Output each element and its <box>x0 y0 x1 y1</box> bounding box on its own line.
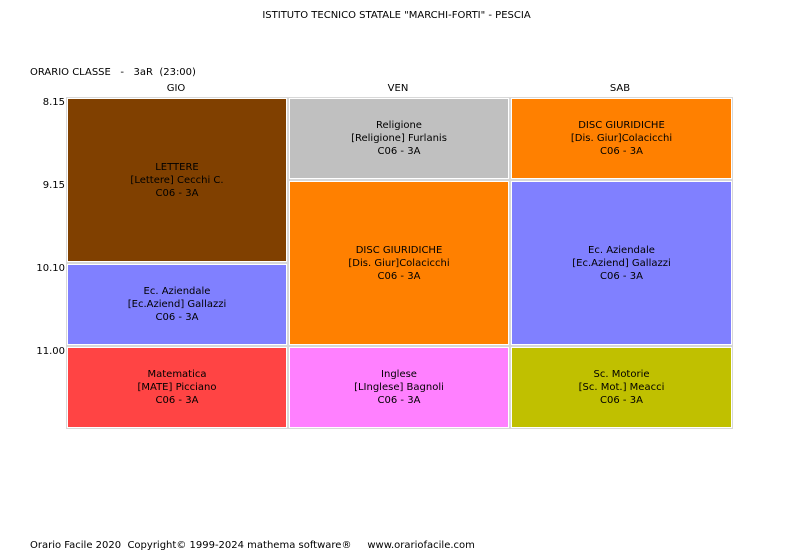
room-label: C06 - 3A <box>600 270 643 282</box>
subject-label: DISC GIURIDICHE <box>355 244 443 256</box>
lesson-cell-ven-inglese[interactable]: Inglese [LInglese] Bagnoli C06 - 3A <box>288 346 510 429</box>
teacher-label: [Lettere] Cecchi C. <box>130 174 224 186</box>
room-label: C06 - 3A <box>600 146 643 157</box>
subject-label: Ec. Aziendale <box>588 244 655 256</box>
class-label: ORARIO CLASSE - 3aR (23:00) <box>30 67 196 78</box>
room-label: C06 - 3A <box>377 146 421 157</box>
subject-label: Religione <box>376 120 422 131</box>
room-label: C06 - 3A <box>377 395 421 406</box>
subject-label: Ec. Aziendale <box>143 286 211 297</box>
lesson-cell-gio-lettere[interactable]: LETTERE [Lettere] Cecchi C. C06 - 3A <box>66 97 288 263</box>
time-label-1: 8.15 <box>42 97 65 108</box>
teacher-label: [Religione] Furlanis <box>351 133 447 144</box>
subject-label: Inglese <box>381 369 417 380</box>
grid-line <box>66 345 733 346</box>
subject-label: Sc. Motorie <box>593 369 650 380</box>
time-label-3: 10.10 <box>36 263 65 274</box>
teacher-label: [Dis. Giur]Colacicchi <box>570 133 673 144</box>
teacher-label: [LInglese] Bagnoli <box>354 382 444 393</box>
footer-copyright: Orario Facile 2020 Copyright© 1999-2024 … <box>30 540 475 551</box>
time-label-4: 11.00 <box>36 346 65 357</box>
lesson-cell-ven-disc-giuridiche[interactable]: DISC GIURIDICHE [Dis. Giur]Colacicchi C0… <box>288 180 510 346</box>
teacher-label: [Dis. Giur]Colacicchi <box>348 257 450 269</box>
lesson-cell-sab-ec-aziendale[interactable]: Ec. Aziendale [Ec.Aziend] Gallazzi C06 -… <box>510 180 733 346</box>
room-label: C06 - 3A <box>155 312 199 323</box>
lesson-cell-ven-religione[interactable]: Religione [Religione] Furlanis C06 - 3A <box>288 97 510 180</box>
page-title: ISTITUTO TECNICO STATALE "MARCHI-FORTI" … <box>262 10 531 21</box>
day-header-sab: SAB <box>609 83 631 94</box>
day-header-gio: GIO <box>166 83 186 94</box>
teacher-label: [MATE] Picciano <box>137 382 217 393</box>
teacher-label: [Sc. Mot.] Meacci <box>578 382 665 393</box>
time-label-2: 9.15 <box>42 180 65 191</box>
room-label: C06 - 3A <box>155 395 199 406</box>
room-label: C06 - 3A <box>155 187 199 199</box>
subject-label: LETTERE <box>155 161 199 173</box>
subject-label: Matematica <box>147 369 207 380</box>
day-header-ven: VEN <box>387 83 409 94</box>
subject-label: DISC GIURIDICHE <box>578 120 665 131</box>
room-label: C06 - 3A <box>600 395 643 406</box>
lesson-cell-sab-disc-giuridiche[interactable]: DISC GIURIDICHE [Dis. Giur]Colacicchi C0… <box>510 97 733 180</box>
lesson-cell-gio-matematica[interactable]: Matematica [MATE] Picciano C06 - 3A <box>66 346 288 429</box>
lesson-cell-sab-sc-motorie[interactable]: Sc. Motorie [Sc. Mot.] Meacci C06 - 3A <box>510 346 733 429</box>
lesson-cell-gio-ec-aziendale[interactable]: Ec. Aziendale [Ec.Aziend] Gallazzi C06 -… <box>66 263 288 346</box>
teacher-label: [Ec.Aziend] Gallazzi <box>572 257 671 269</box>
room-label: C06 - 3A <box>377 270 421 282</box>
grid-line <box>66 179 733 180</box>
teacher-label: [Ec.Aziend] Gallazzi <box>127 299 227 310</box>
timetable-grid <box>66 97 733 429</box>
